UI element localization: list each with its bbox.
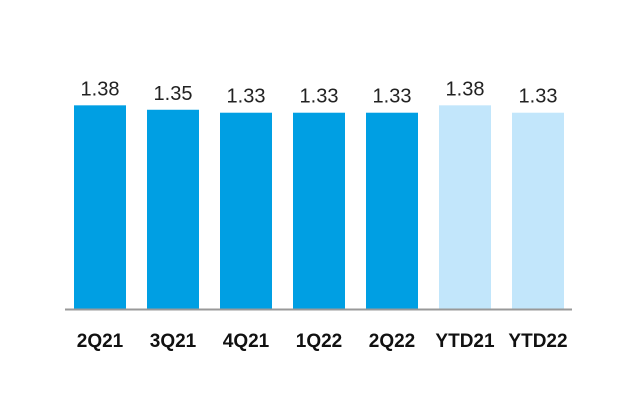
- x-tick-label-2q21: 2Q21: [77, 331, 124, 352]
- bars-group: [74, 105, 564, 310]
- value-label-ytd21: 1.38: [446, 78, 485, 100]
- x-tick-label-3q21: 3Q21: [150, 331, 197, 352]
- bar-1q22: [293, 112, 345, 309]
- value-label-1q22: 1.33: [300, 86, 339, 108]
- value-label-2q21: 1.38: [81, 78, 120, 100]
- bar-2q22: [366, 112, 418, 309]
- x-tick-label-4q21: 4Q21: [223, 331, 270, 352]
- value-label-4q21: 1.33: [227, 86, 266, 108]
- bar-3q21: [147, 109, 199, 309]
- bar-4q21: [220, 112, 272, 309]
- x-tick-label-2q22: 2Q22: [369, 331, 415, 352]
- value-label-3q21: 1.35: [154, 83, 193, 105]
- value-labels-group: 1.38 1.35 1.33 1.33 1.33 1.38 1.33: [81, 78, 558, 107]
- x-tick-label-ytd22: YTD22: [508, 331, 567, 352]
- bar-2q21: [74, 105, 126, 310]
- value-label-2q22: 1.33: [373, 86, 412, 108]
- x-tick-label-1q22: 1Q22: [296, 331, 342, 352]
- value-label-ytd22: 1.33: [519, 86, 558, 108]
- bar-ytd22: [512, 112, 564, 309]
- x-tick-labels-group: 2Q21 3Q21 4Q21 1Q22 2Q22 YTD21 YTD22: [77, 331, 568, 352]
- x-tick-label-ytd21: YTD21: [435, 331, 495, 352]
- bar-ytd21: [439, 105, 491, 310]
